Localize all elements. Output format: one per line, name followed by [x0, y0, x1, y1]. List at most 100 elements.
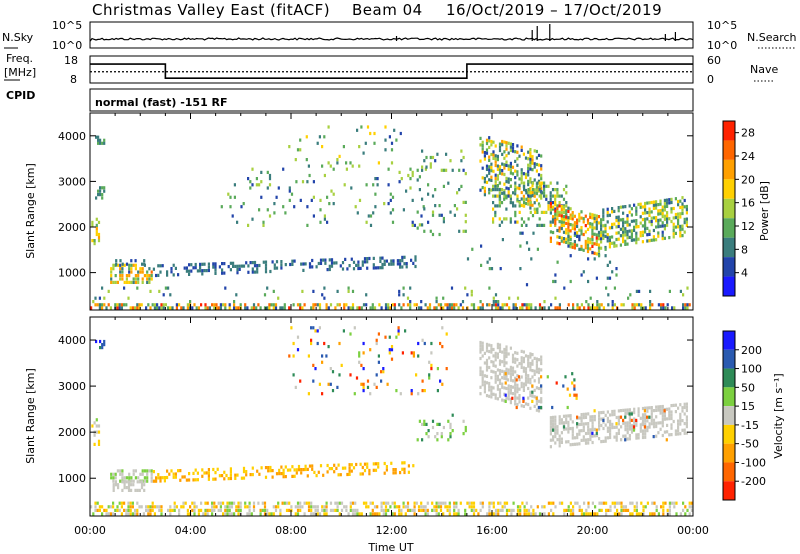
data-cell — [274, 505, 278, 509]
data-cell — [560, 211, 563, 215]
data-cell — [308, 173, 311, 178]
data-cell — [505, 154, 508, 158]
data-cell — [233, 300, 236, 304]
data-cell — [527, 188, 530, 192]
data-cell — [490, 350, 493, 354]
data-cell — [234, 473, 237, 477]
data-cell — [602, 418, 605, 422]
data-cell — [564, 375, 567, 379]
data-cell — [591, 440, 594, 445]
data-cell — [424, 167, 427, 171]
data-cell — [290, 326, 293, 330]
data-cell — [494, 204, 497, 208]
data-cell — [529, 167, 532, 171]
data-cell — [641, 429, 645, 433]
data-cell — [340, 363, 343, 367]
data-cell — [115, 262, 118, 266]
data-cell — [130, 479, 133, 483]
time-tick-label: 00:00 — [677, 524, 709, 537]
data-cell — [648, 201, 651, 205]
data-cell — [527, 194, 530, 198]
data-cell — [505, 367, 508, 371]
data-cell — [578, 416, 581, 420]
data-cell — [479, 392, 482, 396]
data-cell — [639, 231, 642, 235]
data-cell — [685, 223, 688, 227]
data-cell — [183, 266, 186, 270]
data-cell — [186, 512, 189, 516]
data-cell — [606, 220, 609, 224]
data-cell — [560, 431, 563, 435]
data-cell — [403, 467, 406, 471]
data-cell — [206, 508, 209, 512]
data-cell — [343, 303, 346, 307]
data-cell — [121, 274, 124, 278]
data-cell — [232, 261, 235, 265]
data-cell — [622, 508, 625, 512]
data-cell — [624, 508, 627, 512]
data-cell — [492, 363, 495, 368]
data-cell — [661, 433, 664, 438]
data-cell — [562, 197, 566, 201]
data-cell — [501, 382, 504, 386]
data-cell — [519, 505, 522, 509]
data-cell — [119, 267, 122, 271]
data-cell — [516, 512, 520, 516]
data-cell — [464, 172, 467, 176]
data-cell — [639, 426, 642, 430]
data-cell — [668, 410, 671, 414]
data-cell — [492, 150, 495, 154]
data-cell — [437, 512, 440, 516]
data-cell — [177, 469, 180, 473]
data-cell — [580, 512, 583, 516]
data-cell — [516, 374, 519, 378]
data-cell — [507, 164, 510, 168]
data-cell — [565, 508, 568, 512]
data-cell — [369, 306, 372, 310]
data-cell — [375, 373, 378, 377]
data-cell — [411, 170, 414, 174]
data-cell — [596, 306, 599, 310]
data-cell — [438, 422, 441, 426]
data-cell — [297, 468, 301, 472]
data-cell — [624, 220, 627, 224]
data-cell — [439, 306, 443, 310]
data-cell — [587, 303, 590, 307]
data-cell — [435, 306, 438, 310]
data-cell — [307, 164, 310, 168]
data-cell — [172, 273, 175, 277]
data-cell — [371, 303, 374, 307]
data-cell — [151, 501, 154, 505]
data-cell — [509, 401, 512, 405]
data-cell — [525, 191, 528, 195]
data-cell — [628, 414, 631, 418]
data-cell — [490, 267, 494, 271]
data-cell — [615, 425, 618, 429]
data-cell — [121, 472, 124, 476]
data-cell — [584, 431, 588, 436]
data-cell — [142, 512, 145, 516]
data-cell — [428, 306, 432, 310]
data-cell — [569, 443, 572, 447]
data-cell — [503, 156, 506, 160]
data-cell — [143, 259, 146, 263]
data-cell — [657, 512, 660, 516]
data-cell — [635, 289, 638, 293]
data-cell — [624, 424, 627, 428]
data-cell — [229, 205, 232, 209]
data-cell — [252, 501, 256, 505]
data-cell — [597, 221, 601, 225]
data-cell — [598, 424, 601, 428]
data-cell — [613, 501, 616, 505]
data-cell — [101, 512, 104, 516]
data-cell — [264, 475, 268, 479]
data-cell — [121, 480, 124, 484]
data-cell — [567, 508, 570, 512]
data-cell — [399, 392, 402, 396]
data-cell — [247, 177, 250, 181]
data-cell — [336, 508, 339, 512]
data-cell — [415, 303, 418, 307]
data-cell — [374, 266, 378, 270]
data-cell — [391, 303, 394, 307]
